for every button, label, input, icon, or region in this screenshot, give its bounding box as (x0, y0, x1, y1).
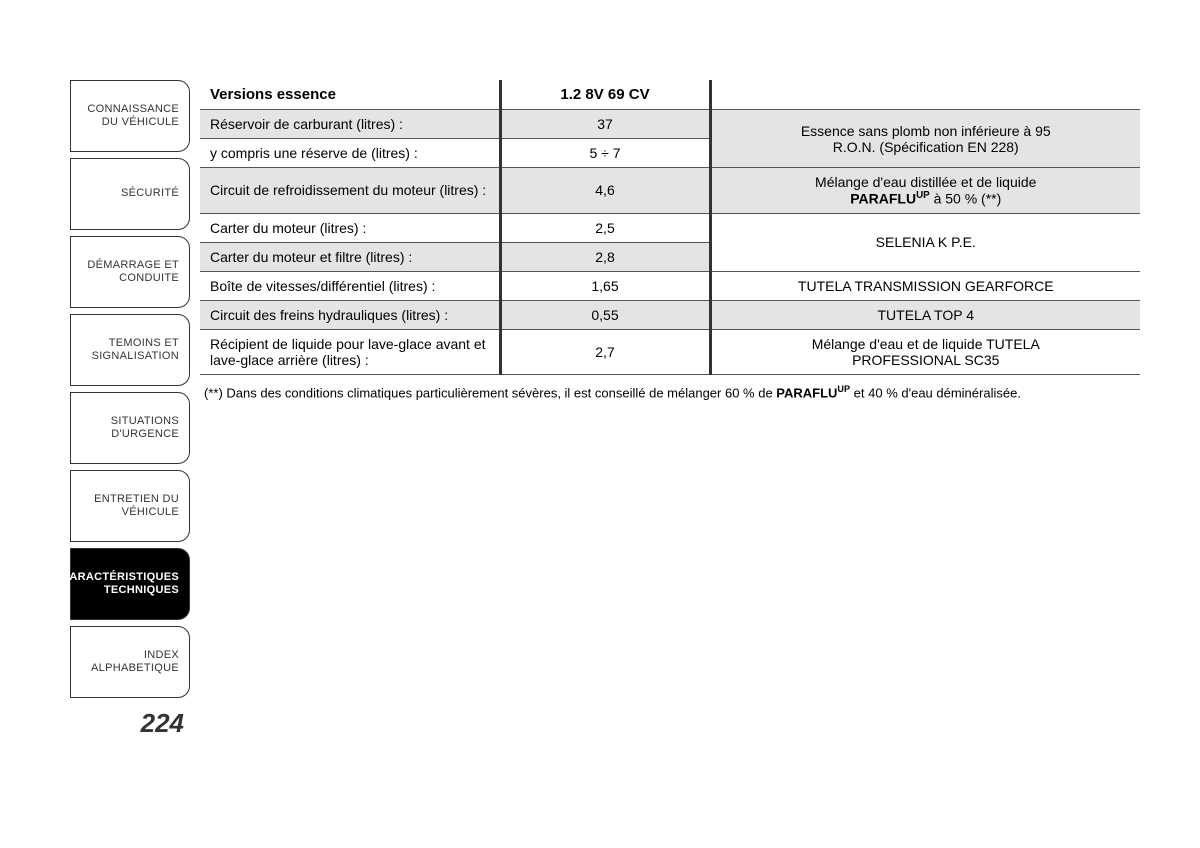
row-gearbox-label: Boîte de vitesses/différentiel (litres) … (200, 271, 500, 300)
row-cooling-spec: Mélange d'eau distillée et de liquide PA… (710, 168, 1140, 214)
header-spec (710, 80, 1140, 110)
tab-connaissance[interactable]: CONNAISSANCE DU VÉHICULE (70, 80, 190, 152)
manual-page: CONNAISSANCE DU VÉHICULE SÉCURITÉ DÉMARR… (0, 0, 1200, 779)
footnote: (**) Dans des conditions climatiques par… (200, 383, 1140, 403)
row-fuel-spec: Essence sans plomb non inférieure à 95 R… (710, 110, 1140, 168)
row-fuel-tank-value: 37 (500, 110, 710, 139)
row-reserve-value: 5 ÷ 7 (500, 139, 710, 168)
row-sump-value: 2,5 (500, 213, 710, 242)
row-cooling-value: 4,6 (500, 168, 710, 214)
section-tabs-sidebar: CONNAISSANCE DU VÉHICULE SÉCURITÉ DÉMARR… (70, 80, 190, 739)
header-versions: Versions essence (200, 80, 500, 110)
row-gearbox-spec: TUTELA TRANSMISSION GEARFORCE (710, 271, 1140, 300)
page-number: 224 (70, 708, 190, 739)
tab-demarrage[interactable]: DÉMARRAGE ET CONDUITE (70, 236, 190, 308)
row-washer-value: 2,7 (500, 329, 710, 374)
row-brake-spec: TUTELA TOP 4 (710, 300, 1140, 329)
row-cooling-label: Circuit de refroidissement du moteur (li… (200, 168, 500, 214)
row-sump-filter-label: Carter du moteur et filtre (litres) : (200, 242, 500, 271)
capacities-table: Versions essence 1.2 8V 69 CV Réservoir … (200, 80, 1140, 375)
row-fuel-tank-label: Réservoir de carburant (litres) : (200, 110, 500, 139)
tab-situations[interactable]: SITUATIONS D'URGENCE (70, 392, 190, 464)
tab-temoins[interactable]: TEMOINS ET SIGNALISATION (70, 314, 190, 386)
row-brake-label: Circuit des freins hydrauliques (litres)… (200, 300, 500, 329)
header-engine: 1.2 8V 69 CV (500, 80, 710, 110)
row-washer-label: Récipient de liquide pour lave-glace ava… (200, 329, 500, 374)
row-brake-value: 0,55 (500, 300, 710, 329)
tab-index[interactable]: INDEX ALPHABETIQUE (70, 626, 190, 698)
row-sump-filter-value: 2,8 (500, 242, 710, 271)
content-area: Versions essence 1.2 8V 69 CV Réservoir … (200, 80, 1140, 739)
tab-entretien[interactable]: ENTRETIEN DU VÉHICULE (70, 470, 190, 542)
row-gearbox-value: 1,65 (500, 271, 710, 300)
row-sump-label: Carter du moteur (litres) : (200, 213, 500, 242)
row-washer-spec: Mélange d'eau et de liquide TUTELA PROFE… (710, 329, 1140, 374)
tab-caracteristiques[interactable]: CARACTÉRISTIQUES TECHNIQUES (70, 548, 190, 620)
row-reserve-label: y compris une réserve de (litres) : (200, 139, 500, 168)
tab-securite[interactable]: SÉCURITÉ (70, 158, 190, 230)
row-oil-spec: SELENIA K P.E. (710, 213, 1140, 271)
